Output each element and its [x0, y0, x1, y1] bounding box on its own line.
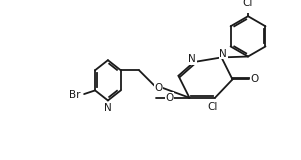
Text: O: O: [250, 74, 259, 84]
Text: Cl: Cl: [207, 102, 218, 112]
Text: N: N: [219, 49, 227, 59]
Text: N: N: [104, 103, 112, 113]
Text: Cl: Cl: [243, 0, 253, 8]
Text: O: O: [165, 93, 173, 103]
Text: O: O: [154, 83, 163, 93]
Text: N: N: [188, 54, 196, 64]
Text: Br: Br: [69, 90, 81, 100]
